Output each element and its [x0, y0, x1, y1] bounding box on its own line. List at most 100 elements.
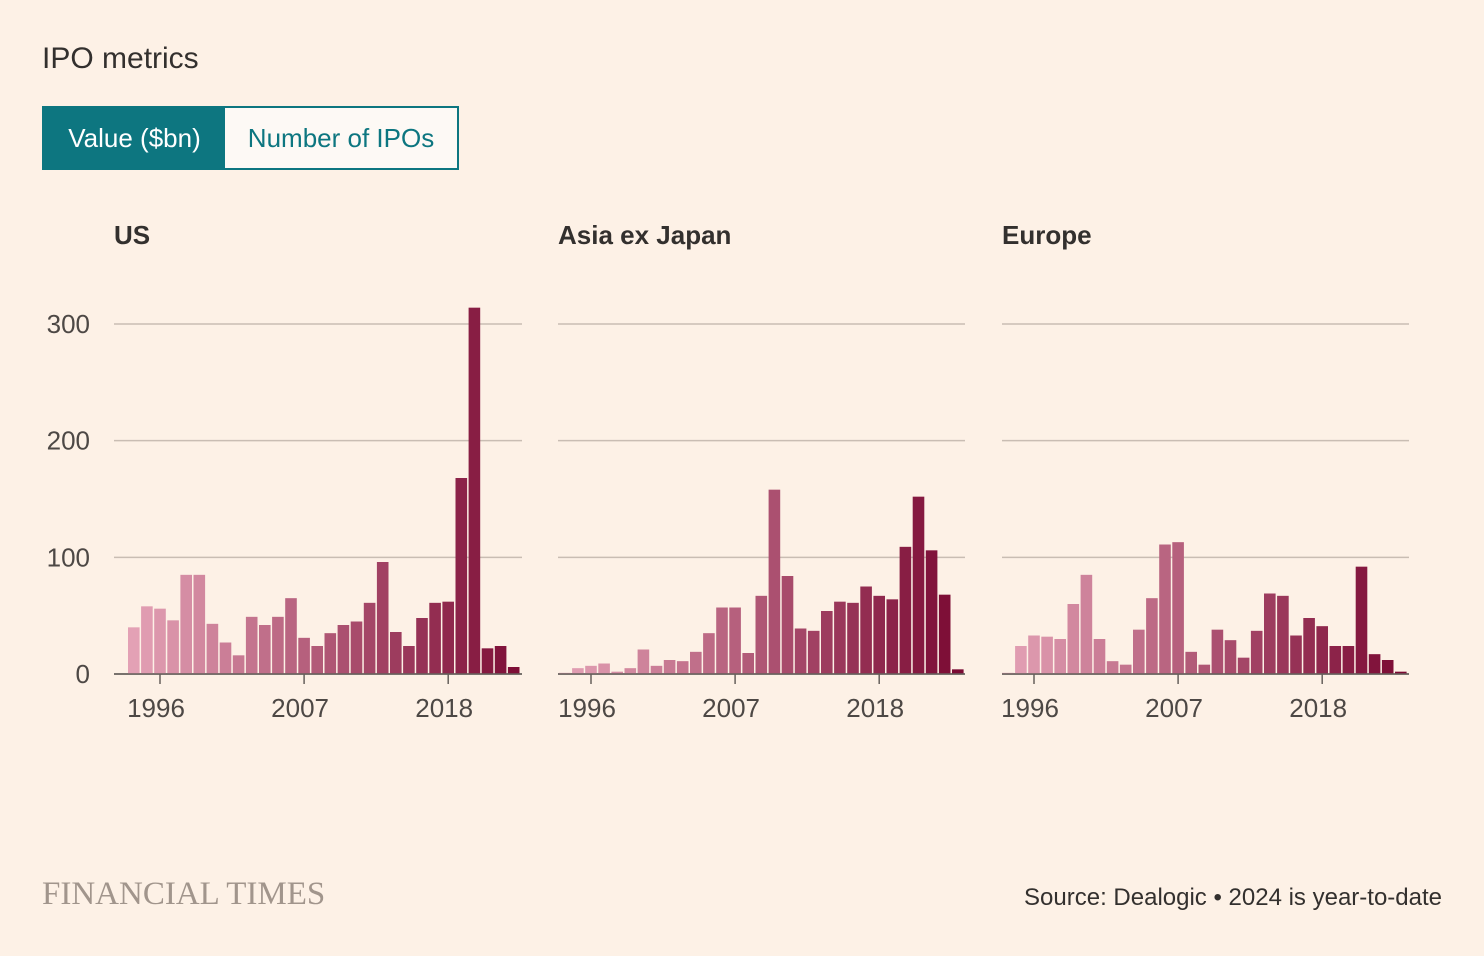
bar [403, 646, 415, 674]
bar [245, 616, 258, 674]
chart-title: IPO metrics [42, 42, 199, 75]
bar [1355, 566, 1368, 674]
bar [899, 546, 912, 674]
panel-title: Europe [1002, 220, 1092, 250]
bar [1028, 635, 1040, 674]
bar [1342, 646, 1355, 674]
x-tick-label: 1996 [127, 693, 185, 723]
bar [624, 668, 637, 674]
bar [676, 661, 689, 674]
bar [1054, 639, 1066, 674]
bar [598, 663, 610, 674]
bar [455, 478, 468, 674]
bar [390, 632, 402, 674]
bar [363, 602, 376, 674]
bar [167, 620, 179, 674]
bar [886, 599, 899, 674]
y-tick-label: 0 [76, 659, 90, 689]
bar [180, 574, 192, 674]
bar [585, 665, 597, 674]
bar [637, 649, 650, 674]
bar [912, 496, 925, 674]
bar [1237, 657, 1250, 674]
bar [481, 648, 494, 674]
bar [1303, 618, 1315, 674]
bar [141, 606, 153, 674]
bar [429, 602, 441, 674]
bar [1067, 604, 1080, 674]
bar [860, 586, 872, 674]
bar [442, 601, 454, 674]
bar [1198, 664, 1211, 674]
bar [611, 671, 623, 674]
bar [1329, 646, 1342, 674]
bar [952, 669, 964, 674]
bar [755, 595, 768, 674]
bar [154, 608, 166, 674]
source-note: Source: Dealogic • 2024 is year-to-date [1024, 884, 1442, 911]
y-tick-label: 200 [47, 426, 90, 456]
bar [259, 625, 271, 674]
bar [272, 616, 284, 674]
bar [376, 562, 389, 674]
bar [650, 665, 663, 674]
bar [847, 602, 859, 674]
bar [298, 637, 310, 674]
bar [350, 621, 363, 674]
bar [507, 667, 520, 674]
x-tick-label: 1996 [558, 693, 616, 723]
bar [285, 598, 297, 674]
bar [1133, 629, 1145, 674]
value-toggle-button[interactable]: Value ($bn) [44, 108, 225, 168]
bar [1290, 635, 1302, 674]
x-tick-label: 1996 [1001, 693, 1059, 723]
bar [468, 307, 481, 674]
bar [1368, 654, 1381, 674]
bar [1159, 544, 1171, 674]
bar [1080, 574, 1093, 674]
bar [768, 489, 781, 674]
bar [1250, 630, 1263, 674]
bar [1015, 646, 1027, 674]
bar [416, 618, 428, 674]
x-tick-label: 2007 [702, 693, 760, 723]
bar [781, 576, 794, 674]
bar [1381, 660, 1394, 674]
bar [128, 627, 140, 674]
bar [807, 630, 820, 674]
bar [729, 607, 741, 674]
bar [1172, 542, 1184, 674]
bar [1146, 598, 1158, 674]
bar [572, 668, 584, 674]
bar [1093, 639, 1106, 674]
bar [1224, 640, 1237, 674]
bar [1277, 595, 1289, 674]
bar [703, 633, 715, 674]
bar [742, 653, 754, 674]
bar [821, 611, 833, 674]
panel-title: Asia ex Japan [558, 220, 731, 250]
bar [193, 574, 206, 674]
ft-logo: FINANCIAL TIMES [42, 876, 326, 912]
bar [925, 550, 938, 674]
x-tick-label: 2007 [271, 693, 329, 723]
y-tick-label: 100 [47, 542, 90, 572]
x-tick-label: 2007 [1145, 693, 1203, 723]
x-tick-label: 2018 [1289, 693, 1347, 723]
metric-toggle: Value ($bn) Number of IPOs [42, 106, 459, 170]
x-tick-label: 2018 [415, 693, 473, 723]
bar [324, 633, 337, 674]
bar [716, 607, 728, 674]
bar [663, 660, 676, 674]
x-tick-label: 2018 [846, 693, 904, 723]
y-tick-label: 300 [47, 309, 90, 339]
bar [1041, 636, 1053, 674]
bar [1119, 664, 1132, 674]
bar [337, 625, 350, 674]
bar [1395, 671, 1407, 674]
number-toggle-button[interactable]: Number of IPOs [225, 108, 457, 168]
bar [1106, 661, 1119, 674]
bar [1316, 626, 1328, 674]
bar [690, 651, 702, 674]
